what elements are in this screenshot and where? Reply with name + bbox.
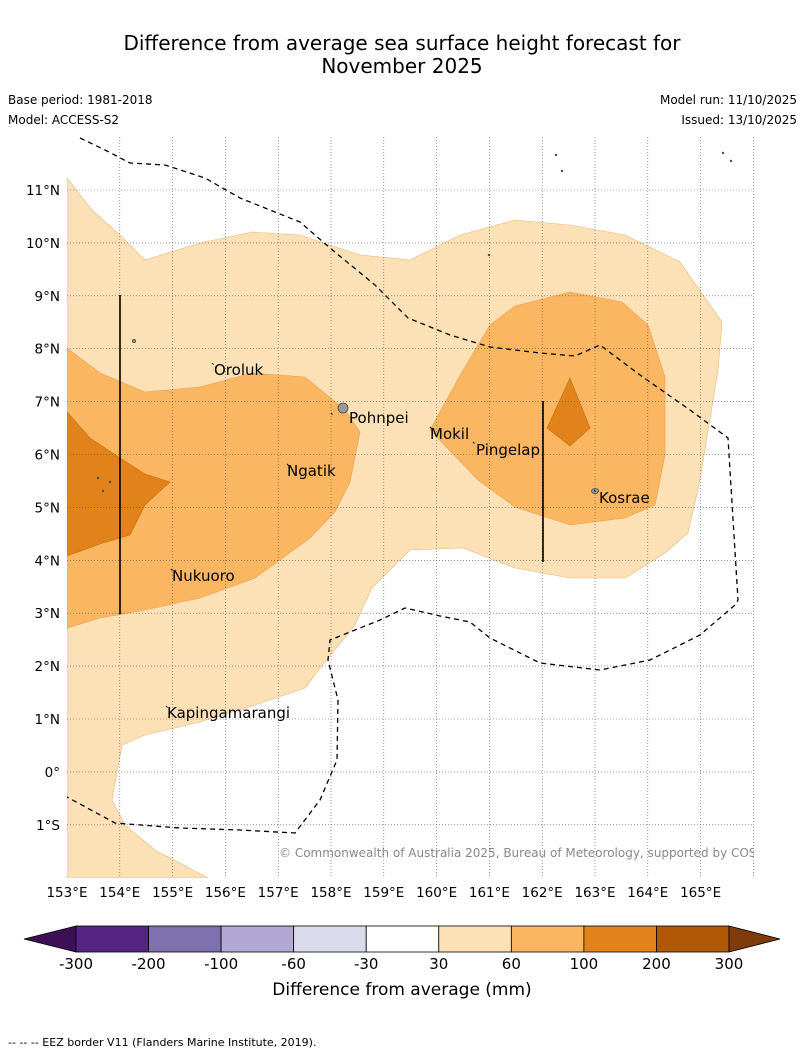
lat-label: 2°N	[35, 659, 60, 675]
lat-label: 1°S	[36, 818, 60, 834]
chart-title: Difference from average sea surface heig…	[0, 32, 804, 78]
lat-label: 6°N	[35, 448, 60, 464]
colorbar-tick-label: 30	[429, 955, 448, 973]
contour-100-200-west	[67, 411, 171, 557]
lon-label: 159°E	[363, 885, 404, 901]
lon-label: 163°E	[574, 885, 615, 901]
lat-label: 5°N	[35, 500, 60, 516]
colorbar-tick-label: -60	[281, 955, 306, 973]
colorbar-segment	[293, 925, 367, 953]
lat-label: 4°N	[35, 553, 60, 569]
colorbar-tick-label: -100	[204, 955, 238, 973]
lon-label: 156°E	[205, 885, 246, 901]
place-marker	[170, 568, 173, 571]
colorbar-tick-label: 60	[502, 955, 521, 973]
colorbar-segment	[510, 925, 585, 953]
atoll-marker	[721, 151, 725, 155]
lat-label: 7°N	[35, 395, 60, 411]
place-label-pohnpei: Pohnpei	[349, 409, 409, 427]
atoll-marker	[560, 169, 564, 173]
place-marker	[593, 489, 596, 492]
latitude-labels: 11°N 10°N 9°N 8°N 7°N 6°N 5°N 4°N 3°N 2°N 1°N 0° 1°S	[26, 183, 60, 834]
lat-label: 0°	[45, 765, 60, 781]
pohnpei-island	[337, 402, 349, 414]
issued-text: Issued: 13/10/2025	[681, 113, 797, 127]
colorbar-tick-label: 100	[570, 955, 599, 973]
eez-border-north	[67, 137, 739, 834]
copyright-text: © Commonwealth of Australia 2025, Bureau…	[279, 846, 784, 860]
colorbar	[23, 925, 781, 953]
atoll-marker	[101, 489, 105, 493]
place-marker	[429, 426, 432, 429]
eez-borders	[67, 137, 739, 834]
lon-label: 160°E	[416, 885, 457, 901]
lat-label: 3°N	[35, 606, 60, 622]
place-marker	[330, 412, 333, 415]
lon-label: 157°E	[258, 885, 299, 901]
longitude-labels: 153°E 154°E 155°E 156°E 157°E 158°E 159°E 160°E…	[46, 885, 721, 901]
colorbar-tick-label: -200	[132, 955, 166, 973]
place-label-nukuoro: Nukuoro	[172, 567, 235, 585]
eez-footnote: -- -- -- EEZ border V11 (Flanders Marine…	[8, 1036, 317, 1049]
colorbar-label: Difference from average (mm)	[272, 980, 531, 1000]
colorbar-extend-low	[23, 925, 77, 953]
place-label-mokil: Mokil	[430, 425, 469, 443]
colorbar-segment	[438, 925, 512, 953]
colorbar-segment	[220, 925, 295, 953]
place-labels: Oroluk Pohnpei Mokil Pingelap Ngatik Kosrae Nu…	[165, 361, 650, 722]
atoll-marker	[554, 153, 558, 157]
lat-label: 1°N	[35, 712, 60, 728]
contour-60-100-east	[429, 291, 666, 526]
lon-label: 155°E	[152, 885, 193, 901]
atoll-marker	[96, 476, 100, 480]
lon-label: 153°E	[46, 885, 87, 901]
colorbar-segment	[148, 925, 222, 953]
lon-label: 164°E	[627, 885, 668, 901]
place-marker	[211, 362, 214, 365]
lat-label: 10°N	[26, 236, 60, 252]
map-area: Oroluk Pohnpei Mokil Pingelap Ngatik Kosrae Nu…	[67, 137, 784, 878]
atoll-marker	[131, 338, 136, 343]
title-line-1: Difference from average sea surface heig…	[123, 31, 681, 55]
lon-label: 154°E	[99, 885, 140, 901]
lon-label: 158°E	[310, 885, 351, 901]
colorbar-segment	[365, 925, 440, 953]
colorbar-segment	[656, 925, 730, 953]
atoll-marker	[108, 480, 112, 484]
title-line-2: November 2025	[321, 54, 483, 78]
colorbar-tick-label: 200	[642, 955, 671, 973]
colorbar-extend-high	[728, 925, 781, 953]
model-run-text: Model run: 11/10/2025	[659, 93, 797, 107]
colorbar-ticks: -300 -200 -100 -60 -30 30 60 100 200 300	[59, 955, 743, 973]
place-marker	[165, 705, 168, 708]
lon-label: 161°E	[469, 885, 510, 901]
lat-label: 11°N	[26, 183, 60, 199]
model-text: Model: ACCESS-S2	[8, 113, 120, 127]
contour-100-200-east	[546, 377, 591, 447]
lon-label: 162°E	[522, 885, 563, 901]
lat-label: 9°N	[35, 289, 60, 305]
place-label-kapingamarangi: Kapingamarangi	[167, 704, 290, 722]
colorbar-tick-label: -30	[354, 955, 379, 973]
colorbar-segment	[583, 925, 657, 953]
place-label-kosrae: Kosrae	[599, 489, 650, 507]
atoll-marker	[729, 159, 733, 163]
place-marker	[472, 441, 475, 444]
contour-60-100-west	[67, 347, 361, 629]
base-period-text: Base period: 1981-2018	[8, 93, 153, 107]
place-marker	[286, 463, 289, 466]
lon-label: 165°E	[680, 885, 721, 901]
place-label-ngatik: Ngatik	[287, 462, 336, 480]
place-label-oroluk: Oroluk	[214, 361, 263, 379]
colorbar-tick-label: -300	[59, 955, 93, 973]
colorbar-tick-label: 300	[715, 955, 744, 973]
graticule	[67, 137, 754, 878]
lat-label: 8°N	[35, 342, 60, 358]
colorbar-segment	[75, 925, 149, 953]
place-label-pingelap: Pingelap	[476, 441, 540, 459]
